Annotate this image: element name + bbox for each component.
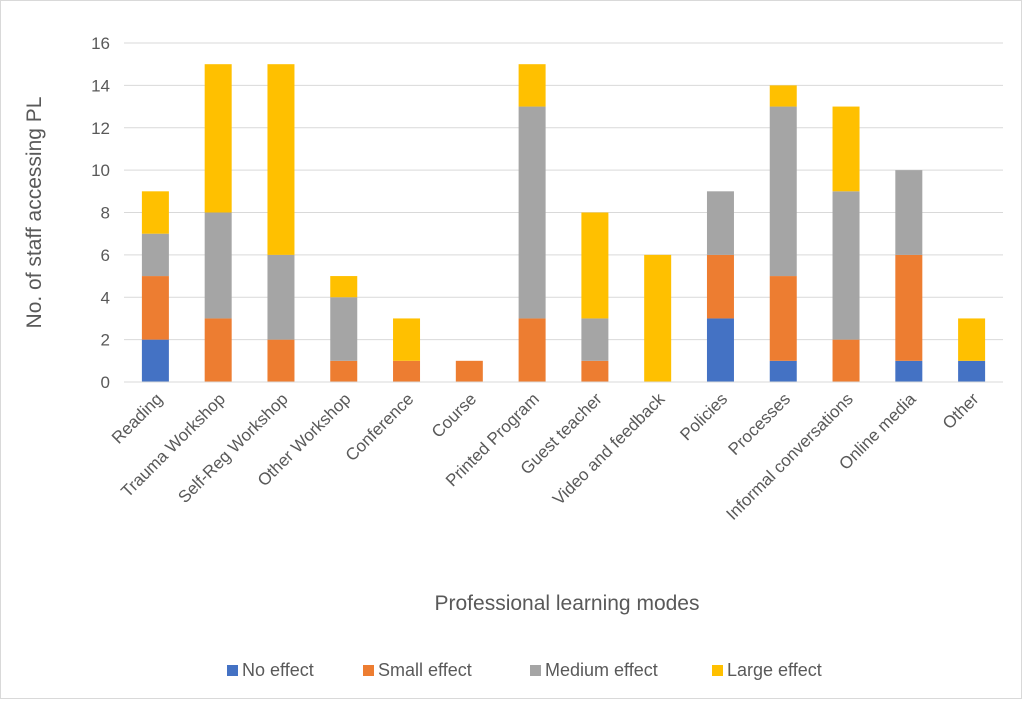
bar-segment-large-effect [393, 318, 421, 361]
y-tick-label: 8 [101, 204, 110, 223]
x-tick-label: Course [428, 389, 480, 441]
legend-swatch [227, 665, 238, 676]
legend-label: Large effect [727, 660, 822, 680]
bar-segment-large-effect [581, 212, 609, 319]
bar-segment-medium-effect [895, 170, 923, 255]
y-tick-label: 16 [91, 34, 110, 53]
bar-segment-small-effect [455, 360, 483, 382]
x-tick-label: Self-Reg Workshop [174, 389, 291, 506]
x-tick-label: Conference [342, 389, 418, 465]
bar-segment-small-effect [832, 339, 860, 382]
bars [141, 64, 986, 382]
y-tick-label: 12 [91, 119, 110, 138]
bar-segment-large-effect [330, 276, 358, 298]
bar-segment-medium-effect [706, 191, 734, 255]
bar-segment-large-effect [769, 85, 797, 107]
bar-segment-medium-effect [141, 233, 169, 277]
y-tick-label: 2 [101, 331, 110, 350]
bar-segment-small-effect [769, 276, 797, 361]
x-tick-label: Video and feedback [549, 389, 669, 509]
y-axis-title: No. of staff accessing PL [23, 97, 46, 329]
bar-segment-no-effect [958, 360, 986, 382]
y-tick-label: 10 [91, 161, 110, 180]
legend-swatch [363, 665, 374, 676]
bar-segment-small-effect [706, 254, 734, 319]
y-tick-label: 14 [91, 76, 110, 95]
y-tick-label: 4 [101, 288, 110, 307]
gridlines [124, 42, 1003, 341]
legend-item-medium-effect: Medium effect [530, 660, 658, 680]
y-tick-label: 0 [101, 373, 110, 392]
bar-segment-no-effect [769, 360, 797, 382]
bar-segment-small-effect [204, 318, 232, 382]
legend: No effect Small effect Medium effect Large … [227, 660, 822, 680]
bar-segment-small-effect [581, 360, 609, 382]
legend-label: No effect [242, 660, 314, 680]
bar-segment-medium-effect [518, 106, 546, 319]
x-tick-label: Trauma Workshop [117, 389, 229, 501]
bar-segment-medium-effect [832, 191, 860, 340]
bar-segment-large-effect [832, 106, 860, 192]
legend-swatch [712, 665, 723, 676]
bar-segment-small-effect [267, 339, 295, 382]
bar-segment-no-effect [141, 339, 169, 382]
y-tick-label: 6 [101, 246, 110, 265]
bar-segment-medium-effect [581, 318, 609, 361]
bar-segment-small-effect [518, 318, 546, 382]
x-axis-title: Professional learning modes [435, 592, 700, 615]
legend-item-large-effect: Large effect [712, 660, 822, 680]
legend-item-no-effect: No effect [227, 660, 314, 680]
x-tick-label: Informal conversations [722, 389, 856, 523]
bar-segment-small-effect [393, 360, 421, 382]
bar-segment-medium-effect [204, 212, 232, 319]
x-tick-label: Policies [676, 389, 731, 444]
legend-label: Small effect [378, 660, 472, 680]
bar-segment-large-effect [958, 318, 986, 361]
bar-segment-large-effect [141, 191, 169, 234]
bar-segment-medium-effect [267, 254, 295, 340]
bar-segment-no-effect [706, 318, 734, 382]
bar-segment-large-effect [267, 64, 295, 255]
bar-segment-medium-effect [769, 106, 797, 277]
y-tick-labels: 0 2 4 6 8 10 12 14 16 [91, 34, 110, 392]
bar-segment-medium-effect [330, 297, 358, 361]
x-tick-label: Reading [108, 389, 166, 447]
bar-segment-small-effect [895, 254, 923, 361]
bar-segment-large-effect [204, 64, 232, 213]
bar-segment-small-effect [330, 360, 358, 382]
bar-segment-no-effect [895, 360, 923, 382]
bar-segment-large-effect [644, 254, 672, 382]
legend-item-small-effect: Small effect [363, 660, 472, 680]
x-tick-label: Other [939, 389, 983, 433]
bar-segment-small-effect [141, 276, 169, 340]
bar-segment-large-effect [518, 64, 546, 107]
legend-label: Medium effect [545, 660, 658, 680]
legend-swatch [530, 665, 541, 676]
